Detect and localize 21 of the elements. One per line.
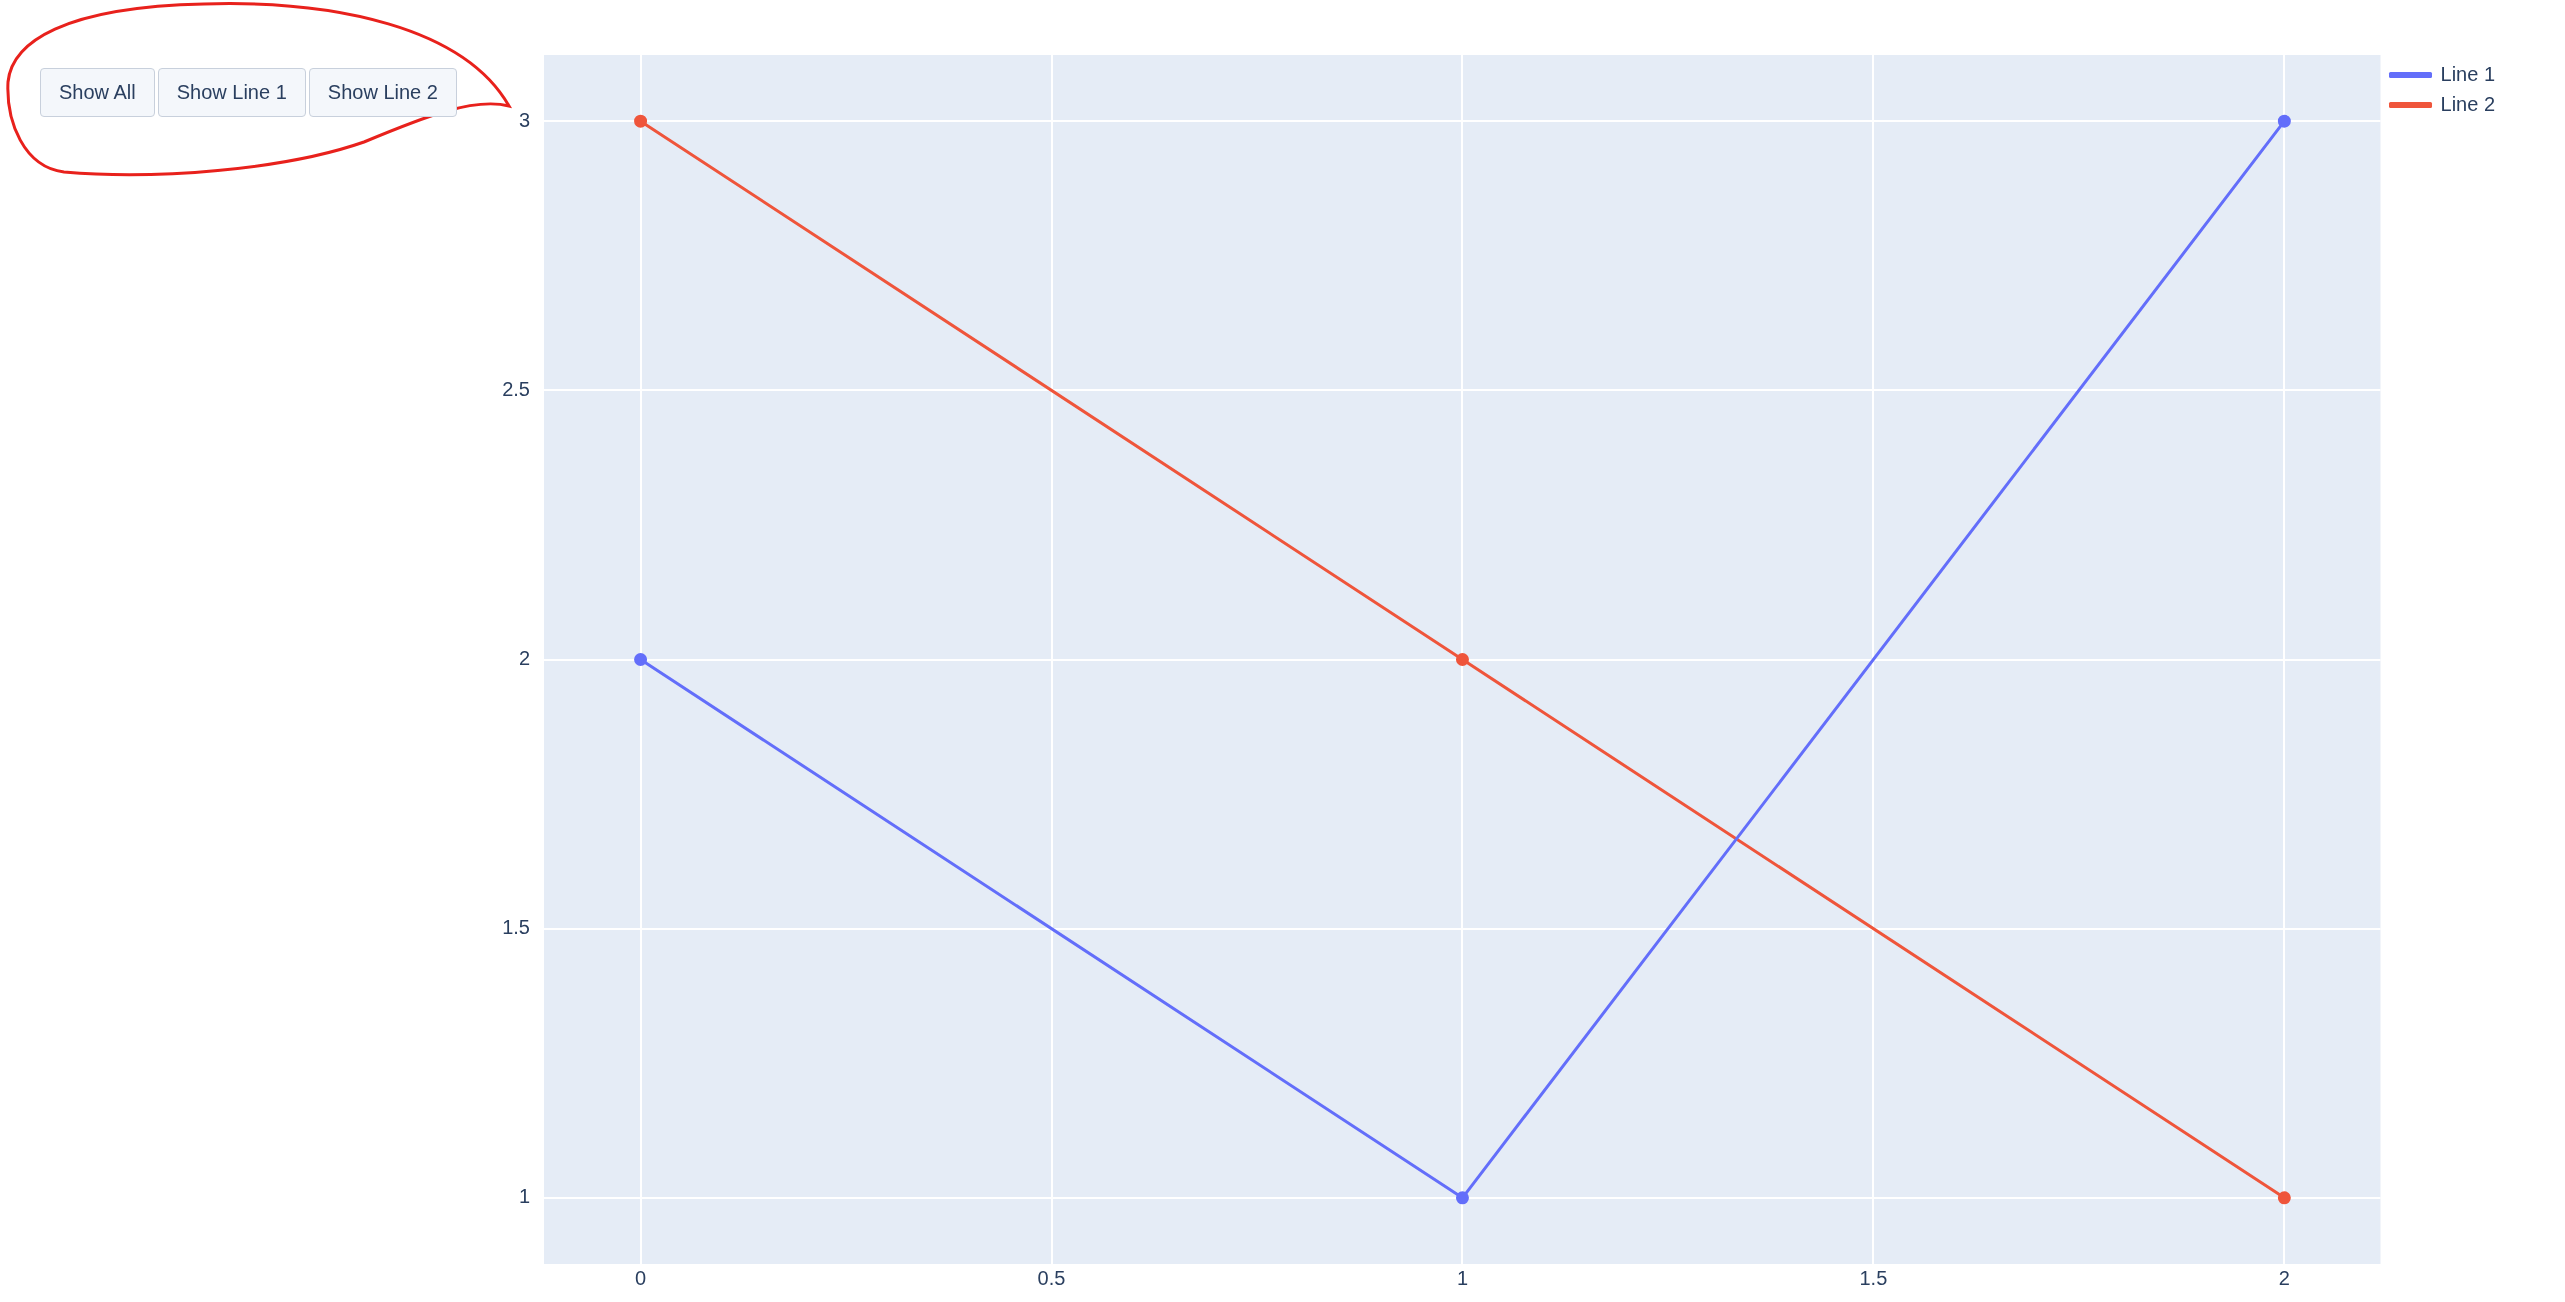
text: Show Line 2 [308, 68, 457, 117]
y-tick-label: 3 [518, 108, 530, 131]
point [2277, 114, 2291, 128]
point [2277, 1191, 2291, 1205]
x-tick-label: 0.5 [1037, 1266, 1066, 1289]
x-tick-label: 2 [2278, 1266, 2290, 1289]
y-tick-label: 2 [518, 647, 530, 670]
text: Show All [40, 68, 155, 117]
x-tick-label: 1 [1456, 1266, 1469, 1289]
y-tick-label: 1 [518, 1185, 530, 1208]
point [1455, 1191, 1469, 1205]
y-tick-label: 1.5 [502, 916, 530, 939]
point [634, 114, 648, 128]
point [634, 653, 648, 666]
x-tick-label: 0 [635, 1266, 647, 1289]
legend-label: Line 1 [2440, 62, 2496, 85]
y-tick-label: 2.5 [502, 377, 530, 400]
text: Show Line 1 [157, 68, 306, 117]
legend-label: Line 2 [2440, 92, 2496, 115]
x-tick-label: 1.5 [1859, 1266, 1888, 1289]
point [1455, 653, 1469, 666]
